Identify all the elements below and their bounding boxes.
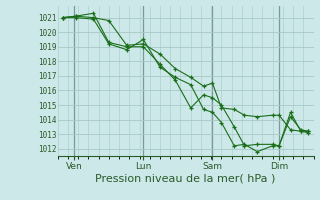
X-axis label: Pression niveau de la mer( hPa ): Pression niveau de la mer( hPa ) [95, 173, 276, 183]
